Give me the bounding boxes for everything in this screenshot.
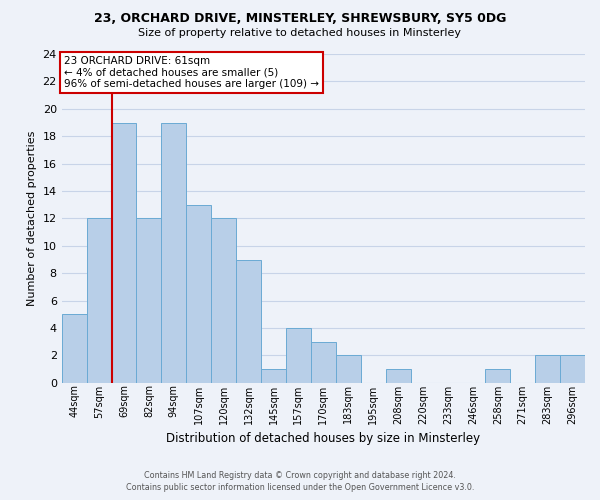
Text: Contains HM Land Registry data © Crown copyright and database right 2024.
Contai: Contains HM Land Registry data © Crown c…	[126, 471, 474, 492]
Bar	[485, 369, 510, 383]
Bar	[560, 356, 585, 383]
Bar	[336, 356, 361, 383]
Bar	[86, 218, 112, 383]
Text: 23, ORCHARD DRIVE, MINSTERLEY, SHREWSBURY, SY5 0DG: 23, ORCHARD DRIVE, MINSTERLEY, SHREWSBUR…	[94, 12, 506, 26]
Bar	[136, 218, 161, 383]
Bar	[535, 356, 560, 383]
Text: 23 ORCHARD DRIVE: 61sqm
← 4% of detached houses are smaller (5)
96% of semi-deta: 23 ORCHARD DRIVE: 61sqm ← 4% of detached…	[64, 56, 319, 90]
Bar	[186, 204, 211, 383]
Bar	[62, 314, 86, 383]
Bar	[386, 369, 410, 383]
Y-axis label: Number of detached properties: Number of detached properties	[27, 131, 37, 306]
Text: Size of property relative to detached houses in Minsterley: Size of property relative to detached ho…	[139, 28, 461, 38]
Bar	[161, 122, 186, 383]
X-axis label: Distribution of detached houses by size in Minsterley: Distribution of detached houses by size …	[166, 432, 481, 445]
Bar	[112, 122, 136, 383]
Bar	[261, 369, 286, 383]
Bar	[236, 260, 261, 383]
Bar	[211, 218, 236, 383]
Bar	[311, 342, 336, 383]
Bar	[286, 328, 311, 383]
